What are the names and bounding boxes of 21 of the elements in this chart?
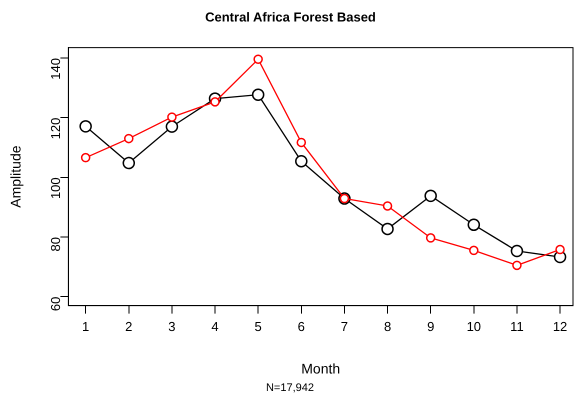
x-tick-label: 4 [211, 318, 219, 334]
x-tick-label: 7 [340, 318, 348, 334]
x-tick-label: 10 [466, 318, 482, 334]
y-tick-label: 120 [48, 118, 63, 140]
x-tick-label: 2 [125, 318, 132, 334]
y-tick-label: 80 [48, 237, 63, 252]
x-tick-label: 8 [384, 318, 392, 334]
y-axis-title: Amplitude [7, 145, 24, 208]
x-tick-label: 11 [510, 318, 524, 334]
text: N=17,942 [264, 382, 315, 394]
x-tick-label: 1 [82, 318, 90, 334]
x-tick-label: 9 [427, 318, 434, 334]
chart-title: Central Africa Forest Based [205, 9, 376, 24]
x-tick-label: 3 [168, 318, 176, 334]
y-tick-label: 100 [48, 177, 63, 200]
x-tick-label: 12 [552, 318, 568, 334]
y-tick-label: 60 [48, 296, 63, 312]
x-axis-title: Month [301, 360, 340, 376]
y-tick-label: 140 [48, 58, 63, 80]
x-tick-label: 5 [254, 318, 262, 334]
x-tick-label: 6 [298, 318, 305, 334]
